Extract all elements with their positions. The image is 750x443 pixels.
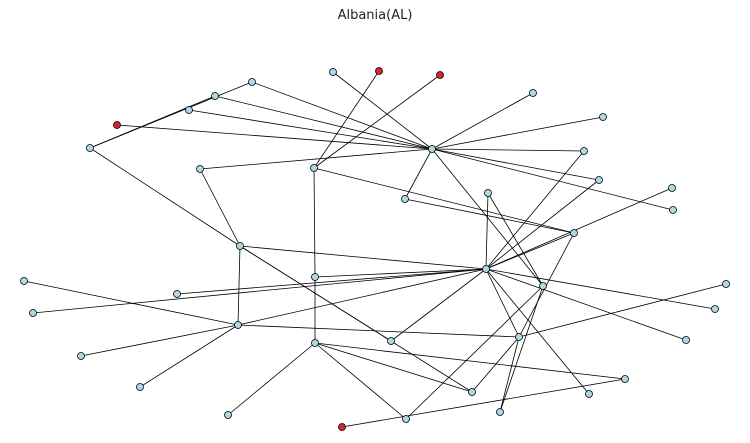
node-n42 bbox=[402, 415, 410, 423]
edge-n25-n40 bbox=[499, 285, 544, 413]
highlighted-node-n09 bbox=[113, 121, 121, 129]
node-n16 bbox=[668, 184, 676, 192]
node-n19 bbox=[669, 206, 677, 214]
edge-n03-n14 bbox=[313, 74, 441, 169]
node-n05 bbox=[211, 92, 219, 100]
edge-n07-n11 bbox=[431, 92, 534, 150]
node-n10 bbox=[86, 144, 94, 152]
edge-n22-n20 bbox=[485, 232, 575, 270]
node-n36 bbox=[621, 375, 629, 383]
highlighted-node-n43 bbox=[338, 423, 346, 431]
node-n14 bbox=[310, 164, 318, 172]
node-n24 bbox=[20, 277, 28, 285]
node-n17 bbox=[484, 189, 492, 197]
graph-title: Albania(AL) bbox=[337, 8, 413, 23]
node-n18 bbox=[401, 195, 409, 203]
node-n30 bbox=[234, 321, 242, 329]
node-n29 bbox=[711, 305, 719, 313]
edge-n01-n11 bbox=[332, 71, 433, 150]
edge-n31-n38 bbox=[471, 336, 520, 393]
edge-n22-n31 bbox=[485, 268, 520, 338]
node-n23 bbox=[311, 273, 319, 281]
edge-n43-n36 bbox=[341, 378, 626, 428]
edge-n22-n32 bbox=[485, 268, 687, 341]
node-n33 bbox=[387, 337, 395, 345]
edge-n04-n11 bbox=[251, 81, 433, 150]
edge-n22-n39 bbox=[485, 268, 590, 395]
edge-n14-n23 bbox=[313, 167, 316, 278]
node-n15 bbox=[595, 176, 603, 184]
edge-n31-n26 bbox=[518, 283, 727, 338]
edge-n09-n11 bbox=[116, 124, 433, 150]
edge-n24-n30 bbox=[23, 280, 239, 326]
node-n35 bbox=[77, 352, 85, 360]
edge-n27-n22 bbox=[176, 268, 487, 295]
edge-n34-n41 bbox=[227, 342, 316, 416]
edge-n05-n10 bbox=[89, 95, 216, 149]
edge-n15-n11 bbox=[431, 148, 600, 181]
edge-n30-n35 bbox=[80, 324, 239, 357]
node-n40 bbox=[496, 408, 504, 416]
edge-n22-n12 bbox=[485, 150, 585, 270]
edge-n12-n11 bbox=[431, 148, 585, 152]
node-n37 bbox=[136, 383, 144, 391]
highlighted-node-n03 bbox=[436, 71, 444, 79]
node-n21 bbox=[236, 242, 244, 250]
edge-n21-n22 bbox=[239, 245, 487, 270]
edge-n21-n38 bbox=[239, 245, 473, 393]
node-n26 bbox=[722, 280, 730, 288]
edge-n13-n11 bbox=[199, 148, 433, 170]
node-n07 bbox=[529, 89, 537, 97]
edge-n21-n30 bbox=[237, 245, 241, 326]
edge-n14-n20 bbox=[313, 167, 575, 234]
node-n38 bbox=[468, 388, 476, 396]
edge-n30-n37 bbox=[139, 324, 239, 388]
edge-n30-n31 bbox=[237, 324, 520, 338]
edge-n34-n38 bbox=[314, 342, 473, 393]
node-n39 bbox=[585, 390, 593, 398]
highlighted-node-n02 bbox=[375, 67, 383, 75]
edge-n19-n11 bbox=[431, 148, 674, 211]
edge-n08-n11 bbox=[431, 116, 604, 150]
edge-n22-n29 bbox=[485, 268, 716, 310]
node-n32 bbox=[682, 336, 690, 344]
node-n28 bbox=[29, 309, 37, 317]
edge-n22-n15 bbox=[485, 179, 600, 270]
edge-layer bbox=[23, 70, 727, 428]
node-n12 bbox=[580, 147, 588, 155]
node-n25 bbox=[539, 282, 547, 290]
node-n31 bbox=[515, 333, 523, 341]
edge-n25-n42 bbox=[405, 285, 544, 420]
node-n27 bbox=[173, 290, 181, 298]
edge-n18-n20 bbox=[404, 198, 575, 234]
edge-n22-n16 bbox=[485, 187, 673, 270]
node-n08 bbox=[599, 113, 607, 121]
node-n13 bbox=[196, 165, 204, 173]
edge-n34-n36 bbox=[314, 342, 626, 380]
node-n41 bbox=[224, 411, 232, 419]
edge-n05-n11 bbox=[214, 95, 433, 150]
edge-n22-n33 bbox=[390, 268, 487, 342]
edge-n34-n42 bbox=[314, 342, 407, 420]
edge-n18-n11 bbox=[404, 148, 433, 200]
node-n20 bbox=[570, 229, 578, 237]
node-n11 bbox=[428, 145, 436, 153]
edge-n22-n17 bbox=[485, 192, 489, 270]
node-n01 bbox=[329, 68, 337, 76]
edge-n13-n21 bbox=[199, 168, 241, 247]
node-n22 bbox=[482, 265, 490, 273]
edge-n02-n14 bbox=[313, 70, 380, 169]
edge-n30-n22 bbox=[237, 268, 487, 326]
node-n04 bbox=[248, 78, 256, 86]
node-n34 bbox=[311, 339, 319, 347]
node-n06 bbox=[185, 106, 193, 114]
edge-n10-n21 bbox=[89, 147, 241, 247]
edge-n06-n11 bbox=[188, 109, 433, 150]
edge-n23-n22 bbox=[314, 268, 487, 278]
edge-n17-n25 bbox=[487, 192, 544, 287]
edge-n28-n22 bbox=[32, 268, 487, 314]
node-layer bbox=[20, 67, 730, 431]
